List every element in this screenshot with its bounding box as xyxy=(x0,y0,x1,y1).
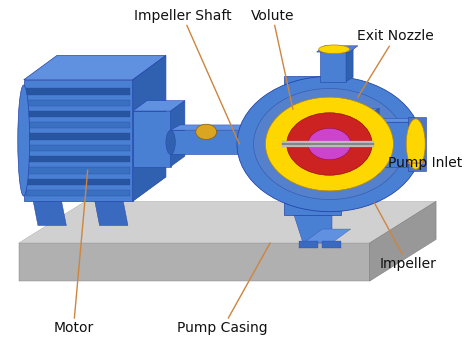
Polygon shape xyxy=(284,108,294,170)
Text: Pump Inlet: Pump Inlet xyxy=(388,156,462,170)
Polygon shape xyxy=(303,229,351,243)
Polygon shape xyxy=(408,117,426,171)
Circle shape xyxy=(287,113,372,175)
Polygon shape xyxy=(317,46,358,52)
Polygon shape xyxy=(376,119,418,122)
Circle shape xyxy=(308,128,351,160)
Text: Volute: Volute xyxy=(251,9,294,109)
Circle shape xyxy=(196,124,217,139)
Polygon shape xyxy=(26,100,130,106)
Polygon shape xyxy=(256,113,284,170)
Polygon shape xyxy=(376,122,412,167)
Text: Impeller: Impeller xyxy=(374,203,436,271)
Polygon shape xyxy=(26,190,130,196)
Polygon shape xyxy=(19,243,370,281)
Ellipse shape xyxy=(406,119,425,169)
Ellipse shape xyxy=(18,85,30,196)
Polygon shape xyxy=(320,52,346,82)
Polygon shape xyxy=(322,241,341,248)
Polygon shape xyxy=(282,143,374,145)
Text: Exit Nozzle: Exit Nozzle xyxy=(357,29,434,97)
Polygon shape xyxy=(284,76,341,215)
Polygon shape xyxy=(133,56,166,201)
Polygon shape xyxy=(346,48,353,82)
Polygon shape xyxy=(320,48,353,52)
Polygon shape xyxy=(374,108,379,177)
Polygon shape xyxy=(299,241,318,248)
Polygon shape xyxy=(26,134,130,139)
Polygon shape xyxy=(24,80,133,201)
Polygon shape xyxy=(370,201,436,281)
Polygon shape xyxy=(26,111,130,117)
Polygon shape xyxy=(171,125,265,130)
Polygon shape xyxy=(133,101,185,111)
Text: Pump Casing: Pump Casing xyxy=(177,243,270,335)
Polygon shape xyxy=(95,201,128,226)
Circle shape xyxy=(237,76,422,212)
Ellipse shape xyxy=(166,130,175,154)
Polygon shape xyxy=(26,167,130,174)
Polygon shape xyxy=(256,108,294,113)
Polygon shape xyxy=(24,56,166,80)
Text: Impeller Shaft: Impeller Shaft xyxy=(134,9,239,144)
Polygon shape xyxy=(133,111,171,167)
Polygon shape xyxy=(26,179,130,185)
Polygon shape xyxy=(19,201,436,243)
Polygon shape xyxy=(26,156,130,162)
Polygon shape xyxy=(171,101,185,167)
Polygon shape xyxy=(26,122,130,128)
Polygon shape xyxy=(351,108,379,111)
Polygon shape xyxy=(282,141,374,147)
Text: Motor: Motor xyxy=(54,170,93,335)
Polygon shape xyxy=(171,130,256,154)
Polygon shape xyxy=(351,111,374,177)
Circle shape xyxy=(254,88,405,200)
Ellipse shape xyxy=(319,45,349,53)
Circle shape xyxy=(265,97,393,191)
Polygon shape xyxy=(33,201,66,226)
Polygon shape xyxy=(294,215,332,243)
Polygon shape xyxy=(26,145,130,151)
Polygon shape xyxy=(26,88,130,94)
Polygon shape xyxy=(412,119,418,167)
